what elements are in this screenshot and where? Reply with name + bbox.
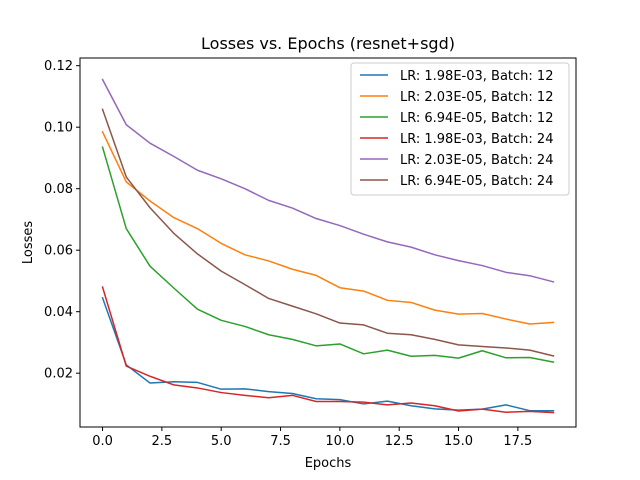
- x-tick-label: 15.0: [444, 434, 473, 449]
- x-axis-ticks: 0.0 2.5 5.0 7.5 10.0 12.5 15.0 17.5: [92, 427, 532, 449]
- y-axis-label: Losses: [21, 221, 36, 265]
- x-tick-label: 5.0: [211, 434, 232, 449]
- y-tick-label: 0.02: [44, 367, 73, 382]
- x-tick-label: 17.5: [503, 434, 532, 449]
- series-line-2: [101, 130, 555, 325]
- y-tick-label: 0.06: [44, 244, 73, 259]
- plot-frame: [79, 57, 577, 428]
- y-tick-label: 0.10: [44, 121, 73, 136]
- y-axis-ticks: 0.02 0.04 0.06 0.08 0.10 0.12: [44, 59, 80, 382]
- legend-label-1: LR: 1.98E-03, Batch: 12: [400, 69, 553, 84]
- series-lines: [101, 78, 555, 414]
- series-line-4: [101, 286, 555, 414]
- legend-label-4: LR: 1.98E-03, Batch: 24: [400, 132, 553, 147]
- x-tick-label: 2.5: [152, 434, 173, 449]
- x-tick-label: 12.5: [385, 434, 414, 449]
- x-tick-label: 7.5: [270, 434, 291, 449]
- y-tick-label: 0.12: [44, 59, 73, 74]
- legend-label-2: LR: 2.03E-05, Batch: 12: [400, 90, 553, 105]
- legend-label-5: LR: 2.03E-05, Batch: 24: [400, 153, 553, 168]
- chart-title: Losses vs. Epochs (resnet+sgd): [201, 34, 455, 53]
- legend: LR: 1.98E-03, Batch: 12 LR: 2.03E-05, Bat…: [350, 62, 570, 196]
- series-line-3: [101, 146, 555, 363]
- legend-label-6: LR: 6.94E-05, Batch: 24: [400, 174, 553, 189]
- x-axis-label: Epochs: [305, 456, 352, 471]
- x-tick-label: 0.0: [92, 434, 113, 449]
- y-tick-label: 0.08: [44, 182, 73, 197]
- y-tick-label: 0.04: [44, 305, 73, 320]
- x-tick-label: 10.0: [325, 434, 354, 449]
- legend-label-3: LR: 6.94E-05, Batch: 12: [400, 111, 553, 126]
- legend-frame: [350, 62, 570, 196]
- series-line-6: [101, 108, 555, 357]
- series-line-5: [101, 78, 555, 283]
